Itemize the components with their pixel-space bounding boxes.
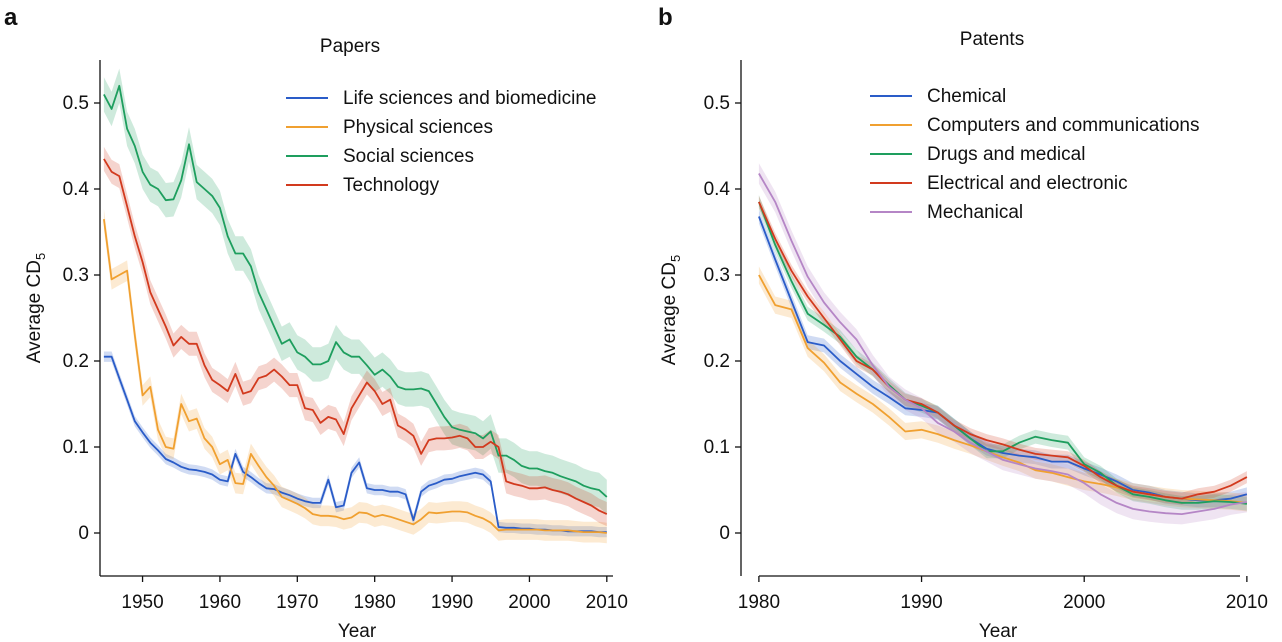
y-tick-label: 0 xyxy=(78,523,89,544)
legend-label-drugs-and-medical: Drugs and medical xyxy=(927,144,1085,165)
legend-label-social-sciences: Social sciences xyxy=(343,146,474,167)
panel-b-y-axis-label-subscript: 5 xyxy=(668,255,683,262)
panel-b-legend: Chemical Computers and communications Drug… xyxy=(870,86,1199,223)
panel-a-title: Papers xyxy=(320,36,380,57)
legend-label-physical-sciences: Physical sciences xyxy=(343,117,493,138)
x-tick-label: 2010 xyxy=(586,592,628,613)
panel-b-y-axis-label: Average CD5 xyxy=(659,255,683,365)
panel-b-y-axis-label-main: Average CD xyxy=(659,262,680,365)
y-tick-label: 0.5 xyxy=(63,93,89,114)
panel-b-letter: b xyxy=(658,4,673,31)
y-tick-label: 0.3 xyxy=(704,265,730,286)
x-tick-label: 2010 xyxy=(1226,592,1268,613)
y-tick-label: 0.2 xyxy=(63,351,89,372)
x-tick-label: 1980 xyxy=(738,592,780,613)
x-tick-label: 1950 xyxy=(121,592,163,613)
y-tick-label: 0.1 xyxy=(704,437,730,458)
panel-a-series-layer xyxy=(104,69,607,544)
panel-a-y-axis-label-subscript: 5 xyxy=(33,253,48,260)
x-tick-label: 1990 xyxy=(900,592,942,613)
panel-a-y-axis-label: Average CD5 xyxy=(24,253,48,363)
y-tick-label: 0.4 xyxy=(704,179,731,200)
panel-a: a Papers Average CD5 Year 0 0.1 0.2 0.3 0.4 0… xyxy=(4,4,628,642)
legend-label-computers-and-communications: Computers and communications xyxy=(927,115,1199,136)
x-tick-label: 1970 xyxy=(276,592,318,613)
x-tick-label: 1980 xyxy=(354,592,396,613)
y-tick-label: 0.3 xyxy=(63,265,89,286)
legend-label-chemical: Chemical xyxy=(927,86,1006,107)
y-tick-label: 0 xyxy=(719,523,730,544)
x-tick-label: 2000 xyxy=(508,592,550,613)
y-tick-label: 0.4 xyxy=(63,179,90,200)
legend-label-electrical-and-electronic: Electrical and electronic xyxy=(927,173,1128,194)
y-tick-label: 0.2 xyxy=(704,351,730,372)
y-tick-label: 0.1 xyxy=(63,437,89,458)
x-tick-label: 2000 xyxy=(1063,592,1105,613)
panel-b-title: Patents xyxy=(960,29,1024,50)
y-tick-label: 0.5 xyxy=(704,93,730,114)
panel-b: b Patents Average CD5 Year 0 0.1 0.2 0.3 0.4… xyxy=(658,4,1268,642)
panel-a-x-axis-label: Year xyxy=(338,621,377,642)
x-tick-label: 1960 xyxy=(199,592,241,613)
legend-label-life-sciences-and-biomedicine: Life sciences and biomedicine xyxy=(343,88,597,109)
panel-a-y-axis-label-main: Average CD xyxy=(24,260,45,363)
panel-a-legend: Life sciences and biomedicine Physical sc… xyxy=(286,88,597,196)
panel-b-axes: 0 0.1 0.2 0.3 0.4 0.5 1980 1990 2000 2010 xyxy=(704,60,1268,613)
panel-a-letter: a xyxy=(4,4,18,31)
legend-label-technology: Technology xyxy=(343,175,440,196)
x-tick-label: 1990 xyxy=(431,592,473,613)
panel-b-x-axis-label: Year xyxy=(979,621,1018,642)
legend-label-mechanical: Mechanical xyxy=(927,202,1023,223)
